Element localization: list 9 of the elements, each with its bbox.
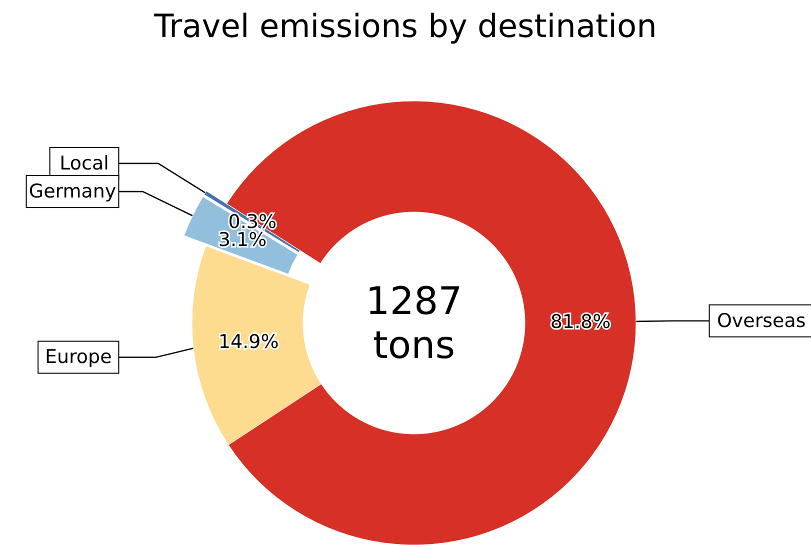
slice-label: Europe (44, 346, 112, 368)
slice-label: Overseas (716, 310, 806, 332)
data-label: 81.8% (550, 310, 611, 333)
slice-label: Local (60, 152, 109, 174)
chart-title: Travel emissions by destination (153, 7, 657, 45)
data-label: 14.9% (218, 330, 279, 353)
text: 1287 tons (366, 279, 462, 367)
slice-label: Germany (28, 180, 116, 203)
data-label: 3.1% (218, 228, 267, 251)
